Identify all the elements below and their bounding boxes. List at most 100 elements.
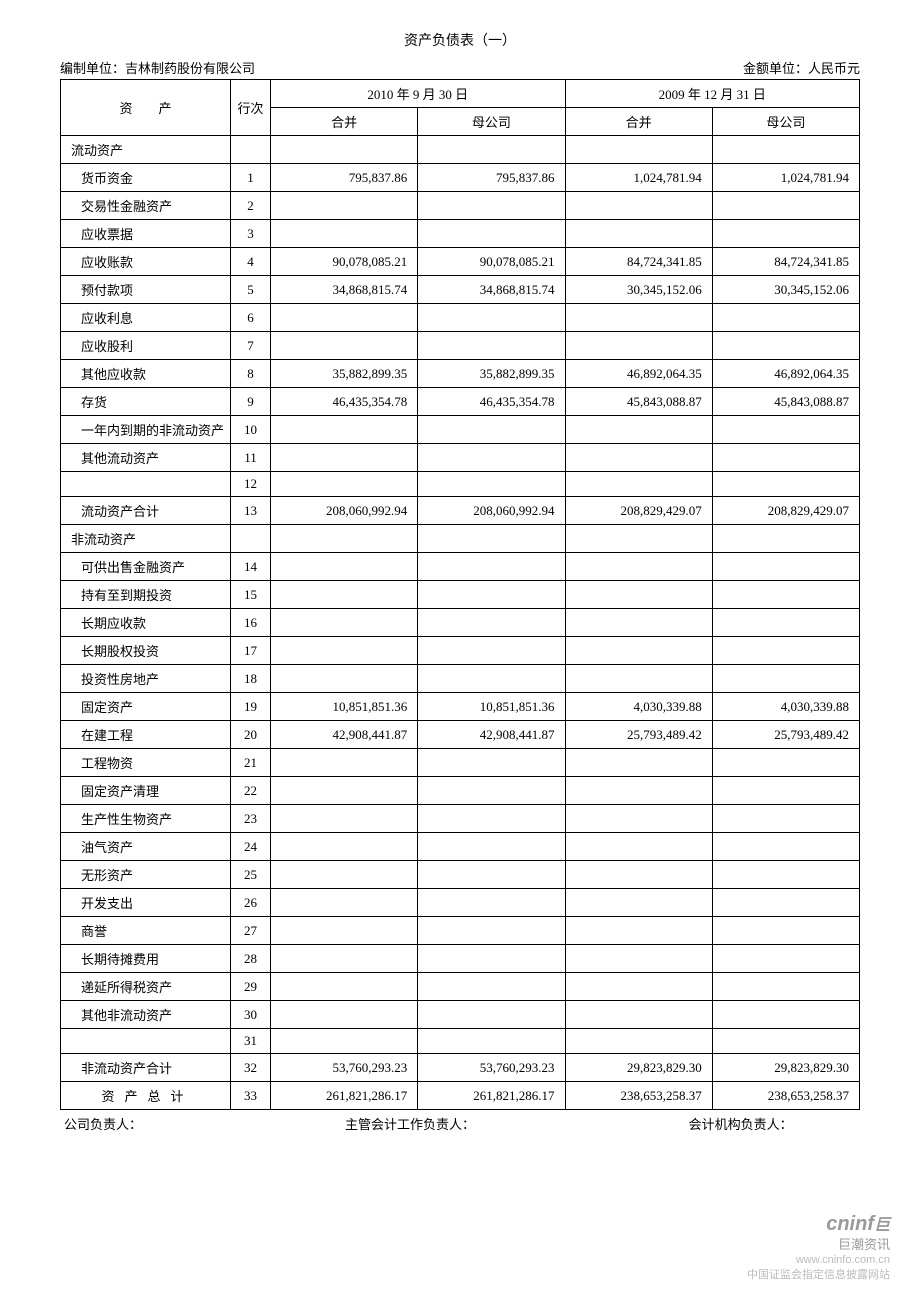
- row-value: [712, 805, 859, 833]
- currency-value: 人民币元: [808, 61, 860, 76]
- row-seq: 4: [231, 248, 271, 276]
- row-value: [565, 220, 712, 248]
- row-value: 45,843,088.87: [712, 388, 859, 416]
- row-value: [565, 805, 712, 833]
- row-value: [565, 192, 712, 220]
- row-value: [418, 917, 565, 945]
- row-label: 可供出售金融资产: [61, 553, 231, 581]
- table-row: 流动资产合计13208,060,992.94208,060,992.94208,…: [61, 497, 860, 525]
- row-value: 795,837.86: [418, 164, 565, 192]
- row-label: 应收票据: [61, 220, 231, 248]
- footer-company-head: 公司负责人：: [64, 1114, 295, 1133]
- watermark-desc: 中国证监会指定信息披露网站: [747, 1268, 890, 1282]
- balance-sheet-table: 资 产 行次 2010 年 9 月 30 日 2009 年 12 月 31 日 …: [60, 79, 860, 1110]
- th-p1-consolidated: 合并: [271, 108, 418, 136]
- prep-unit: 编制单位：吉林制药股份有限公司: [60, 58, 255, 77]
- table-row: 长期待摊费用28: [61, 945, 860, 973]
- document-title: 资产负债表（一）: [60, 30, 860, 50]
- th-seq: 行次: [231, 80, 271, 136]
- row-value: 10,851,851.36: [271, 693, 418, 721]
- row-seq: 19: [231, 693, 271, 721]
- table-row: 持有至到期投资15: [61, 581, 860, 609]
- row-label: 其他流动资产: [61, 444, 231, 472]
- row-value: [565, 889, 712, 917]
- row-label: 其他非流动资产: [61, 1001, 231, 1029]
- table-row: 非流动资产合计3253,760,293.2353,760,293.2329,82…: [61, 1054, 860, 1082]
- row-value: [565, 416, 712, 444]
- row-seq: 11: [231, 444, 271, 472]
- row-value: 25,793,489.42: [712, 721, 859, 749]
- row-value: [712, 553, 859, 581]
- row-label: 货币资金: [61, 164, 231, 192]
- row-seq: 17: [231, 637, 271, 665]
- row-value: 208,829,429.07: [565, 497, 712, 525]
- row-value: 35,882,899.35: [418, 360, 565, 388]
- row-value: [271, 833, 418, 861]
- row-value: [712, 136, 859, 164]
- row-value: [565, 472, 712, 497]
- row-value: [712, 1029, 859, 1054]
- row-value: 53,760,293.23: [271, 1054, 418, 1082]
- row-value: [712, 609, 859, 637]
- table-row: 31: [61, 1029, 860, 1054]
- th-period1: 2010 年 9 月 30 日: [271, 80, 566, 108]
- th-asset: 资 产: [61, 80, 231, 136]
- row-label: 油气资产: [61, 833, 231, 861]
- row-value: [418, 444, 565, 472]
- row-value: [418, 889, 565, 917]
- prep-unit-value: 吉林制药股份有限公司: [125, 61, 255, 76]
- table-row: 无形资产25: [61, 861, 860, 889]
- row-label: 工程物资: [61, 749, 231, 777]
- row-value: [271, 416, 418, 444]
- row-seq: 15: [231, 581, 271, 609]
- row-value: [271, 777, 418, 805]
- row-label: 无形资产: [61, 861, 231, 889]
- row-value: 238,653,258.37: [712, 1082, 859, 1110]
- row-label: 商誉: [61, 917, 231, 945]
- row-seq: 31: [231, 1029, 271, 1054]
- row-seq: 22: [231, 777, 271, 805]
- row-value: 46,435,354.78: [271, 388, 418, 416]
- watermark-cn: 巨潮资讯: [747, 1237, 890, 1254]
- row-value: 53,760,293.23: [418, 1054, 565, 1082]
- row-seq: 13: [231, 497, 271, 525]
- row-value: [712, 304, 859, 332]
- row-seq: 12: [231, 472, 271, 497]
- row-seq: 5: [231, 276, 271, 304]
- row-value: [712, 861, 859, 889]
- row-value: [271, 553, 418, 581]
- row-value: [418, 861, 565, 889]
- row-value: 208,060,992.94: [418, 497, 565, 525]
- watermark-url: www.cninfo.com.cn: [747, 1253, 890, 1267]
- row-value: 29,823,829.30: [712, 1054, 859, 1082]
- th-period2: 2009 年 12 月 31 日: [565, 80, 860, 108]
- row-seq: 23: [231, 805, 271, 833]
- row-label: 非流动资产合计: [61, 1054, 231, 1082]
- row-label: 非流动资产: [61, 525, 231, 553]
- footer-accounting-org-head: 会计机构负责人：: [525, 1114, 856, 1133]
- row-value: 35,882,899.35: [271, 360, 418, 388]
- table-row: 货币资金1795,837.86795,837.861,024,781.941,0…: [61, 164, 860, 192]
- table-row: 应收利息6: [61, 304, 860, 332]
- row-value: 261,821,286.17: [271, 1082, 418, 1110]
- th-p2-consolidated: 合并: [565, 108, 712, 136]
- row-value: [271, 525, 418, 553]
- row-value: [712, 1001, 859, 1029]
- prep-unit-label: 编制单位：: [60, 61, 125, 76]
- row-label: 应收股利: [61, 332, 231, 360]
- row-value: [712, 973, 859, 1001]
- table-row: 投资性房地产18: [61, 665, 860, 693]
- row-value: 42,908,441.87: [418, 721, 565, 749]
- row-value: [565, 917, 712, 945]
- row-value: [271, 945, 418, 973]
- row-value: [565, 945, 712, 973]
- row-value: [712, 665, 859, 693]
- th-p2-parent: 母公司: [712, 108, 859, 136]
- row-label: 存货: [61, 388, 231, 416]
- row-value: [418, 777, 565, 805]
- row-value: [565, 973, 712, 1001]
- row-label: 生产性生物资产: [61, 805, 231, 833]
- row-value: [418, 332, 565, 360]
- row-value: [418, 973, 565, 1001]
- row-label: 投资性房地产: [61, 665, 231, 693]
